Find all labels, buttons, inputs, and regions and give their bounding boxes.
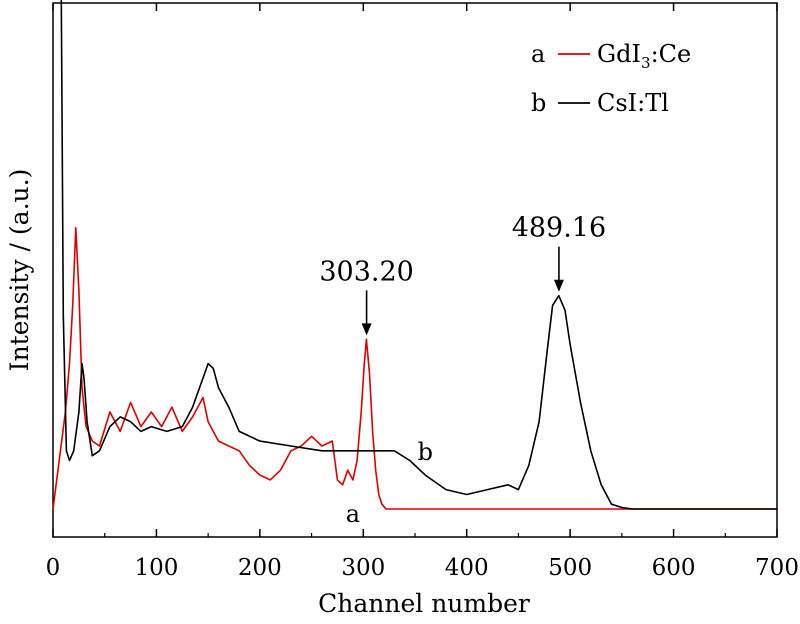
x-tick-label: 400 — [445, 555, 489, 581]
x-tick-label: 0 — [46, 555, 61, 581]
legend-label-b: CsI:Tl — [597, 89, 669, 117]
x-axis-title: Channel number — [318, 589, 530, 618]
x-tick-label: 200 — [238, 555, 282, 581]
annotation-layer: a b 303.20 489.16 — [319, 213, 606, 528]
x-tick-label: 600 — [652, 555, 696, 581]
x-tick-label: 700 — [755, 555, 799, 581]
series-line-a — [52, 227, 777, 510]
peak-label-1: 303.20 — [319, 256, 413, 287]
x-tick-label: 300 — [341, 555, 385, 581]
legend-letter-b: b — [531, 89, 546, 117]
legend-letter-a: a — [531, 40, 545, 68]
plot-frame — [52, 2, 778, 538]
curve-label-a: a — [346, 500, 360, 528]
x-tick-label: 100 — [134, 555, 178, 581]
legend-label-a: GdI3:Ce — [597, 40, 691, 72]
y-axis-title: Intensity / (a.u.) — [5, 169, 34, 372]
x-tick-label: 500 — [548, 555, 592, 581]
peak-arrowhead-1 — [361, 323, 372, 336]
peak-label-2: 489.16 — [512, 213, 606, 244]
x-axis-ticks: 0 100 200 300 400 500 600 700 — [46, 3, 799, 581]
legend: a GdI3:Ce b CsI:Tl — [531, 40, 691, 117]
peak-arrowhead-2 — [553, 279, 564, 292]
curve-label-b: b — [418, 438, 433, 466]
series-line-b — [60, 0, 777, 510]
series-layer — [52, 0, 777, 510]
